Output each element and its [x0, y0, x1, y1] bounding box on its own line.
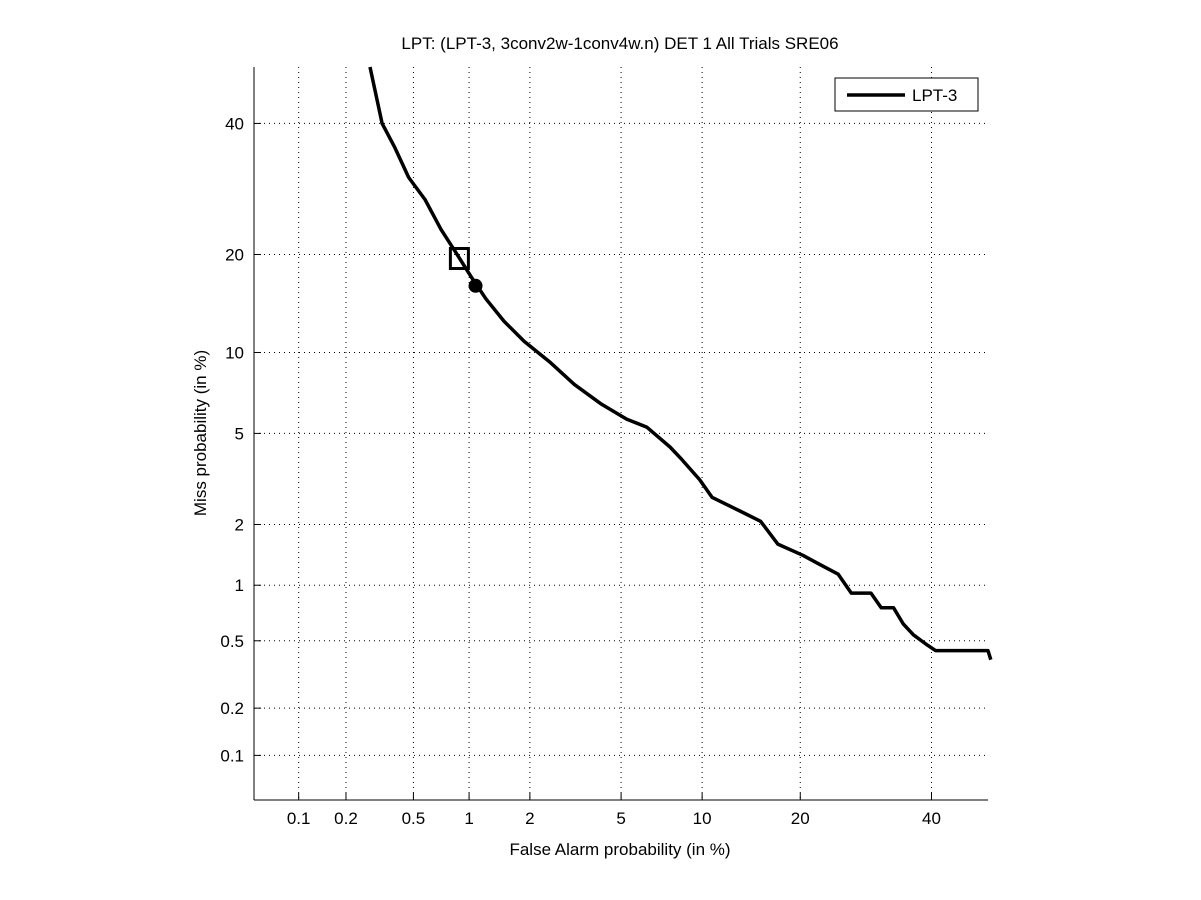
y-tick-label: 40	[225, 114, 244, 133]
actual-decision-point-square-marker	[448, 246, 470, 270]
series-line-lpt-3	[368, 66, 993, 661]
x-tick-label: 0.2	[334, 809, 358, 828]
legend: LPT-3	[834, 77, 979, 112]
x-tick-label: 10	[693, 809, 712, 828]
x-tick-label: 1	[464, 809, 473, 828]
y-tick-label: 0.1	[220, 746, 244, 765]
y-tick-label: 0.5	[220, 632, 244, 651]
y-tick-label: 1	[235, 576, 244, 595]
min-dcf-point-circle-marker	[468, 278, 483, 293]
y-tick-label: 20	[225, 245, 244, 264]
y-ticks: 0.1 0.2 0.5 1 2 5 10 20 40	[220, 114, 261, 765]
y-tick-label: 10	[225, 343, 244, 362]
x-tick-label: 0.5	[402, 809, 426, 828]
x-ticks: 0.1 0.2 0.5 1 2 5 10 20 40	[287, 793, 941, 828]
y-tick-label: 2	[235, 515, 244, 534]
y-axis-label: Miss probability (in %)	[191, 350, 210, 516]
legend-box	[834, 77, 979, 112]
x-axis-label: False Alarm probability (in %)	[509, 840, 730, 859]
y-tick-label: 5	[235, 424, 244, 443]
x-tick-label: 20	[791, 809, 810, 828]
y-tick-label: 0.2	[220, 699, 244, 718]
x-tick-label: 5	[616, 809, 625, 828]
markers-group	[448, 246, 483, 293]
x-tick-label: 40	[922, 809, 941, 828]
x-tick-label: 0.1	[287, 809, 311, 828]
legend-label-lpt-3: LPT-3	[912, 86, 957, 105]
series-group	[368, 66, 993, 661]
chart-title: LPT: (LPT-3, 3conv2w-1conv4w.n) DET 1 Al…	[401, 34, 838, 53]
x-tick-label: 2	[525, 809, 534, 828]
grid-lines	[254, 67, 988, 800]
